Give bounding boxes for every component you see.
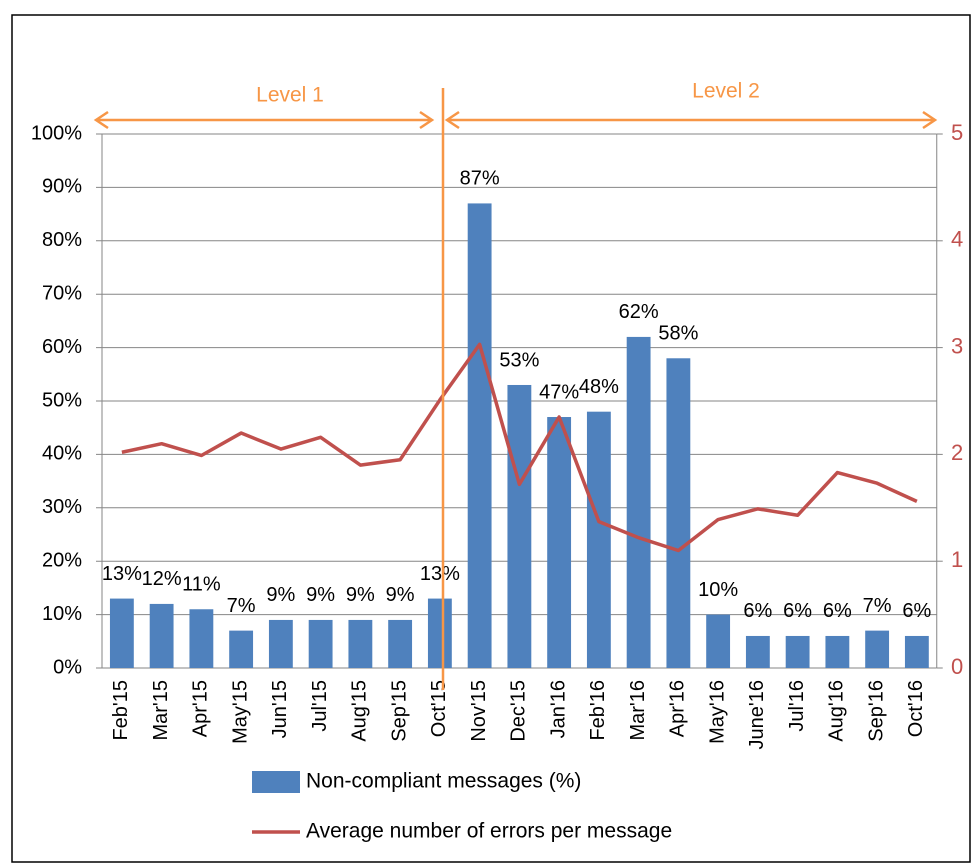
y2-tick-label: 3 bbox=[951, 333, 963, 358]
x-tick-label: Jul'15 bbox=[309, 680, 331, 732]
y-tick-label: 80% bbox=[42, 229, 82, 251]
x-tick-label: Apr'15 bbox=[190, 680, 212, 737]
x-tick-label: Oct'16 bbox=[905, 680, 927, 737]
y-tick-label: 50% bbox=[42, 389, 82, 411]
data-label: 9% bbox=[386, 584, 415, 606]
x-tick-label: Oct'15 bbox=[428, 680, 450, 737]
bar bbox=[427, 598, 452, 668]
y2-tick-label: 0 bbox=[951, 654, 963, 679]
bar bbox=[626, 336, 651, 668]
y-tick-label: 30% bbox=[42, 496, 82, 518]
bar bbox=[706, 614, 731, 668]
x-tick-label: Jan'16 bbox=[547, 680, 569, 738]
bar bbox=[308, 619, 333, 668]
y-tick-label: 0% bbox=[53, 656, 82, 678]
data-label: 9% bbox=[266, 584, 295, 606]
y2-tick-label: 2 bbox=[951, 440, 963, 465]
legend-label: Non-compliant messages (%) bbox=[306, 770, 581, 793]
x-tick-label: Mar'15 bbox=[150, 680, 172, 741]
data-label: 58% bbox=[658, 323, 698, 345]
x-tick-label: Mar'16 bbox=[627, 680, 649, 741]
data-label: 6% bbox=[902, 600, 931, 622]
bar bbox=[745, 635, 770, 668]
y-tick-label: 20% bbox=[42, 549, 82, 571]
y-tick-label: 60% bbox=[42, 336, 82, 358]
data-label: 47% bbox=[539, 381, 579, 403]
y-tick-label: 90% bbox=[42, 176, 82, 198]
y-tick-label: 10% bbox=[42, 603, 82, 625]
x-tick-label: Nov'15 bbox=[468, 680, 490, 742]
y2-tick-label: 4 bbox=[951, 227, 963, 252]
data-label: 6% bbox=[743, 600, 772, 622]
data-label: 62% bbox=[619, 301, 659, 323]
x-tick-label: Sep'15 bbox=[388, 680, 410, 742]
x-tick-label: June'16 bbox=[746, 680, 768, 749]
x-tick-label: Aug'15 bbox=[349, 680, 371, 742]
bar bbox=[865, 630, 890, 668]
data-label: 9% bbox=[306, 584, 335, 606]
data-label: 53% bbox=[499, 349, 539, 371]
bar bbox=[268, 619, 293, 668]
x-tick-label: May'16 bbox=[706, 680, 728, 744]
y-tick-label: 40% bbox=[42, 443, 82, 465]
data-label: 7% bbox=[863, 595, 892, 617]
bar bbox=[825, 635, 850, 668]
y2-tick-label: 5 bbox=[951, 120, 963, 145]
legend-label: Average number of errors per message bbox=[306, 820, 672, 843]
data-label: 13% bbox=[102, 563, 142, 585]
data-label: 6% bbox=[823, 600, 852, 622]
data-label: 12% bbox=[142, 568, 182, 590]
y2-tick-label: 1 bbox=[951, 547, 963, 572]
data-label: 11% bbox=[182, 574, 221, 596]
line bbox=[121, 342, 918, 553]
bar bbox=[785, 635, 810, 668]
bar bbox=[109, 598, 134, 668]
bar bbox=[547, 417, 572, 668]
data-label: 48% bbox=[579, 376, 619, 398]
x-tick-label: Jun'15 bbox=[269, 680, 291, 738]
bar bbox=[904, 635, 929, 668]
data-label: 6% bbox=[783, 600, 812, 622]
bar bbox=[666, 358, 691, 668]
annotation: Level 2 bbox=[692, 80, 760, 103]
x-tick-label: May'15 bbox=[229, 680, 251, 744]
data-label: 87% bbox=[460, 168, 500, 190]
y-tick-label: 100% bbox=[31, 122, 82, 144]
x-tick-label: Dec'15 bbox=[508, 680, 530, 742]
bar bbox=[467, 203, 492, 669]
x-tick-label: Feb'16 bbox=[587, 680, 609, 741]
bar bbox=[586, 411, 611, 668]
y-tick-label: 70% bbox=[42, 282, 82, 304]
data-label: 10% bbox=[698, 579, 738, 601]
bar bbox=[149, 603, 174, 668]
x-tick-label: Apr'16 bbox=[667, 680, 689, 737]
level-arrows bbox=[93, 110, 938, 130]
legend-swatch bbox=[252, 771, 300, 793]
bar bbox=[507, 384, 532, 668]
annotation: Level 1 bbox=[256, 84, 324, 107]
data-label: 13% bbox=[420, 563, 460, 585]
bar bbox=[189, 609, 214, 668]
x-tick-label: Aug'16 bbox=[826, 680, 848, 742]
data-label: 7% bbox=[227, 595, 256, 617]
data-label: 9% bbox=[346, 584, 375, 606]
bar bbox=[348, 619, 373, 668]
x-tick-label: Jul'16 bbox=[786, 680, 808, 732]
x-tick-label: Sep'16 bbox=[865, 680, 887, 742]
x-tick-label: Feb'15 bbox=[110, 680, 132, 741]
bar bbox=[229, 630, 254, 668]
bar bbox=[388, 619, 413, 668]
